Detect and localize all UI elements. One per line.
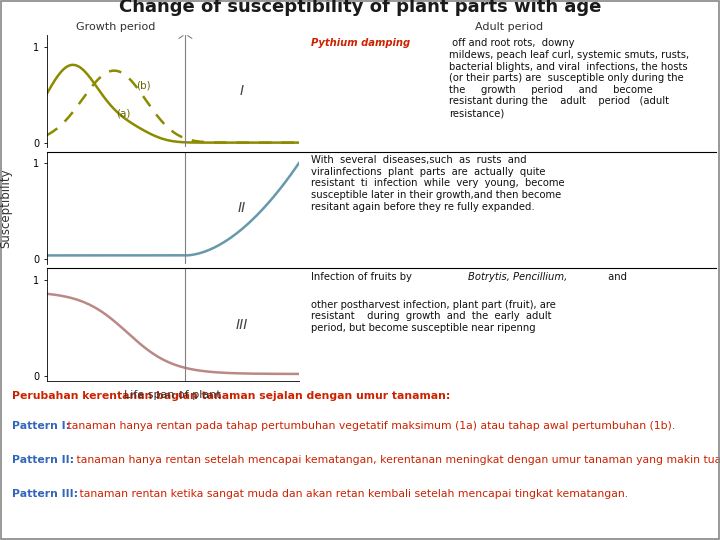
Text: Pattern II:: Pattern II: <box>12 455 74 465</box>
Text: Growth period: Growth period <box>76 22 156 32</box>
Text: Botrytis, Pencillium,: Botrytis, Pencillium, <box>468 272 567 282</box>
Text: tanaman rentan ketika sangat muda dan akan retan kembali setelah mencapai tingka: tanaman rentan ketika sangat muda dan ak… <box>76 489 629 499</box>
Text: Pattern III:: Pattern III: <box>12 489 78 499</box>
Text: off and root rots,  downy
mildews, peach leaf curl, systemic smuts, rusts,
bacte: off and root rots, downy mildews, peach … <box>449 38 690 118</box>
Text: (a): (a) <box>117 109 131 119</box>
Text: Perubahan kerentanan bagian tanaman sejalan dengan umur tanaman:: Perubahan kerentanan bagian tanaman seja… <box>12 391 451 401</box>
Text: Infection of fruits by: Infection of fruits by <box>310 272 415 282</box>
Text: III: III <box>236 318 248 332</box>
Text: I: I <box>240 84 244 98</box>
Text: tanaman hanya rentan pada tahap pertumbuhan vegetatif maksimum (1a) atau tahap a: tanaman hanya rentan pada tahap pertumbu… <box>64 421 675 430</box>
Text: Susceptibility: Susceptibility <box>0 168 12 248</box>
Text: (b): (b) <box>137 80 151 90</box>
Text: and: and <box>605 272 626 282</box>
Text: tanaman hanya rentan setelah mencapai kematangan, kerentanan meningkat dengan um: tanaman hanya rentan setelah mencapai ke… <box>73 455 720 465</box>
Text: Pattern I:: Pattern I: <box>12 421 71 430</box>
Text: Adult period: Adult period <box>475 22 544 32</box>
Text: Life span of plant: Life span of plant <box>125 390 221 401</box>
Text: Change of susceptibility of plant parts with age: Change of susceptibility of plant parts … <box>119 0 601 16</box>
Text: With  several  diseases,such  as  rusts  and
viralinfections  plant  parts  are : With several diseases,such as rusts and … <box>310 155 564 212</box>
Text: II: II <box>238 201 246 215</box>
Text: Pythium damping: Pythium damping <box>310 38 410 49</box>
Text: other postharvest infection, plant part (fruit), are
resistant    during  growth: other postharvest infection, plant part … <box>310 300 556 333</box>
